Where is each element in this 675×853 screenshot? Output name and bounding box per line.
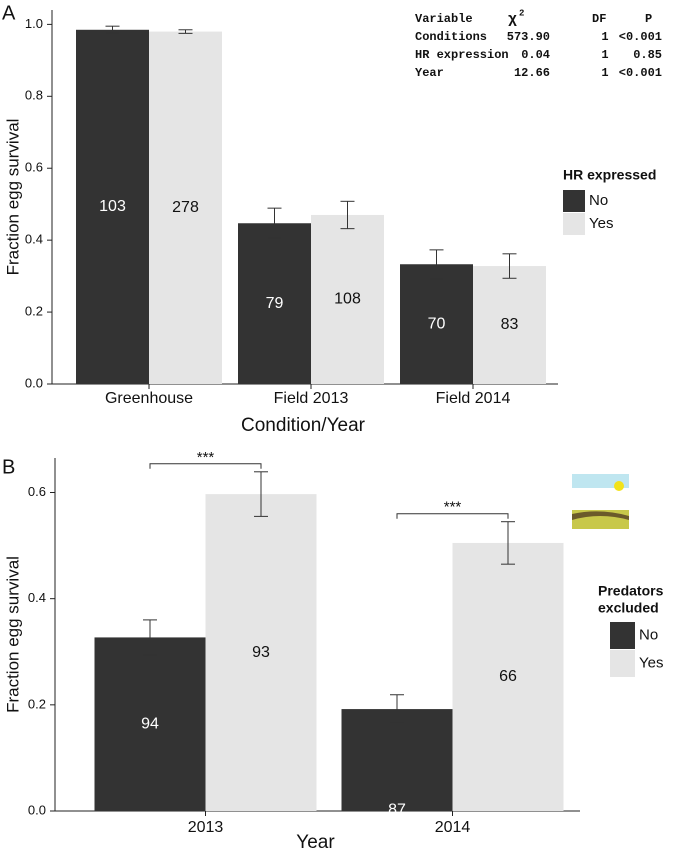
error-bar bbox=[105, 25, 120, 34]
x-tick-label: Greenhouse bbox=[105, 390, 193, 407]
sample-size-label: 70 bbox=[428, 315, 446, 332]
y-tick-label: 0.6 bbox=[25, 160, 43, 175]
sample-size-label: 83 bbox=[501, 316, 519, 333]
legend-title: HR expressed bbox=[563, 167, 656, 183]
y-tick-label: 0.8 bbox=[25, 88, 43, 103]
table-cell: <0.001 bbox=[619, 66, 662, 80]
legend-title: Predators bbox=[598, 583, 664, 599]
bar bbox=[76, 29, 149, 385]
error-bar bbox=[267, 207, 282, 239]
sample-size-label: 108 bbox=[334, 291, 361, 308]
legend-label: Yes bbox=[589, 215, 613, 232]
table-cell: 0.04 bbox=[521, 48, 550, 62]
table-cell: Conditions bbox=[415, 30, 487, 44]
y-axis-title: Fraction egg survival bbox=[3, 556, 22, 713]
bar bbox=[452, 542, 564, 811]
x-tick-label: Field 2013 bbox=[274, 390, 349, 407]
y-tick-label: 0.0 bbox=[28, 802, 46, 817]
y-tick-label: 0.2 bbox=[28, 696, 46, 711]
table-header: P bbox=[645, 12, 652, 26]
bar bbox=[149, 31, 222, 384]
table-cell: 1 bbox=[601, 66, 608, 80]
table-cell: Year bbox=[415, 66, 444, 80]
x-axis-title: Year bbox=[296, 832, 335, 853]
legend-swatch bbox=[563, 190, 585, 212]
error-bar bbox=[501, 521, 515, 565]
sample-size-label: 79 bbox=[266, 295, 284, 312]
panel-label: A bbox=[2, 2, 16, 24]
legend-swatch bbox=[610, 650, 635, 677]
sample-size-label: 278 bbox=[172, 199, 199, 216]
x-tick-label: 2013 bbox=[188, 819, 224, 836]
y-tick-label: 0.4 bbox=[25, 232, 43, 247]
table-header: χ bbox=[508, 11, 517, 28]
bar bbox=[238, 223, 311, 384]
sample-size-label: 66 bbox=[499, 668, 517, 685]
table-cell: 1 bbox=[601, 48, 608, 62]
panel-label: B bbox=[2, 456, 15, 478]
table-cell: 573.90 bbox=[507, 30, 550, 44]
significance-bracket bbox=[396, 513, 509, 519]
error-bar bbox=[502, 253, 517, 279]
y-tick-label: 0.2 bbox=[25, 304, 43, 319]
sample-size-label: 94 bbox=[141, 715, 159, 732]
error-bar bbox=[340, 200, 355, 230]
y-tick-label: 0.4 bbox=[28, 590, 46, 605]
table-cell: <0.001 bbox=[619, 30, 662, 44]
table-cell: 0.85 bbox=[633, 48, 662, 62]
sample-size-label: 87 bbox=[388, 801, 406, 818]
x-tick-label: 2014 bbox=[435, 819, 471, 836]
y-tick-label: 0.0 bbox=[25, 375, 43, 390]
table-header: Variable bbox=[415, 12, 473, 26]
bar bbox=[341, 709, 453, 811]
bar bbox=[311, 214, 384, 384]
error-bar bbox=[178, 29, 193, 34]
bar bbox=[473, 266, 546, 384]
legend-title: excluded bbox=[598, 600, 659, 616]
significance-bracket bbox=[149, 463, 262, 469]
x-tick-label: Field 2014 bbox=[436, 390, 511, 407]
significance-label: *** bbox=[444, 499, 462, 516]
legend-label: Yes bbox=[639, 654, 663, 671]
x-axis-title: Condition/Year bbox=[241, 415, 366, 436]
bar bbox=[400, 264, 473, 384]
table-cell: HR expression bbox=[415, 48, 509, 62]
field-icon bbox=[572, 474, 629, 529]
error-bar bbox=[254, 471, 268, 517]
table-superscript: 2 bbox=[519, 8, 524, 18]
bar bbox=[205, 494, 317, 811]
significance-label: *** bbox=[197, 449, 215, 466]
y-tick-label: 1.0 bbox=[25, 16, 43, 31]
legend-label: No bbox=[589, 192, 608, 209]
sample-size-label: 103 bbox=[99, 198, 126, 215]
y-axis-title: Fraction egg survival bbox=[3, 119, 22, 276]
legend-label: No bbox=[639, 626, 658, 643]
sample-size-label: 93 bbox=[252, 644, 270, 661]
table-header: DF bbox=[592, 12, 606, 26]
table-cell: 12.66 bbox=[514, 66, 550, 80]
legend-swatch bbox=[563, 213, 585, 235]
legend-swatch bbox=[610, 622, 635, 649]
error-bar bbox=[429, 249, 444, 280]
table-cell: 1 bbox=[601, 30, 608, 44]
y-tick-label: 0.6 bbox=[28, 484, 46, 499]
bar bbox=[94, 637, 206, 811]
error-bar bbox=[143, 619, 157, 656]
error-bar bbox=[390, 694, 404, 724]
